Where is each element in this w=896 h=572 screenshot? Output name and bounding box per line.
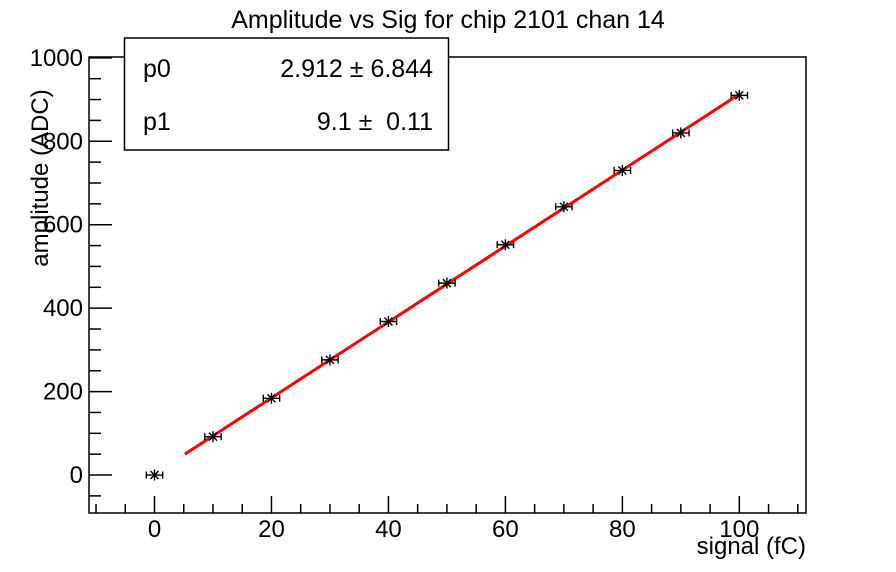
y-tick-label: 0 bbox=[70, 462, 83, 489]
x-tick-label: 60 bbox=[492, 516, 519, 543]
y-tick-label: 200 bbox=[43, 379, 83, 406]
stats-box: p0 2.912 ± 6.844 p1 9.1 ± 0.11 bbox=[123, 37, 450, 151]
y-axis-title: amplitude (ADC) bbox=[27, 89, 54, 266]
y-tick-label: 400 bbox=[43, 295, 83, 322]
stats-box-frame bbox=[123, 37, 450, 151]
x-tick-label: 80 bbox=[609, 516, 636, 543]
marker-asterisk-diag2 bbox=[325, 355, 335, 365]
marker-asterisk-diag2 bbox=[442, 278, 452, 288]
marker-asterisk-diag2 bbox=[150, 470, 159, 480]
marker-asterisk-diag2 bbox=[500, 240, 510, 250]
x-tick-label: 0 bbox=[148, 516, 161, 543]
marker-asterisk-diag2 bbox=[617, 165, 627, 175]
marker-asterisk-diag2 bbox=[383, 317, 393, 327]
marker-asterisk-diag2 bbox=[266, 393, 276, 403]
stats-param-p0: p0 bbox=[143, 55, 171, 83]
y-tick-label: 1000 bbox=[30, 45, 83, 72]
marker-asterisk-diag2 bbox=[734, 90, 744, 100]
stats-value-p1: 9.1 ± 0.11 bbox=[317, 108, 433, 136]
stats-value-p0: 2.912 ± 6.844 bbox=[280, 55, 433, 83]
fit-line bbox=[184, 92, 741, 456]
marker-asterisk-diag2 bbox=[559, 202, 569, 212]
chart-title: Amplitude vs Sig for chip 2101 chan 14 bbox=[231, 6, 665, 34]
x-tick-label: 40 bbox=[375, 516, 402, 543]
x-tick-label: 100 bbox=[719, 516, 759, 543]
y-tick-label: 600 bbox=[43, 212, 83, 239]
stats-param-p1: p1 bbox=[143, 108, 171, 136]
y-tick-label: 800 bbox=[43, 128, 83, 155]
x-axis-title: signal (fC) bbox=[697, 533, 806, 560]
marker-asterisk-diag2 bbox=[676, 128, 686, 138]
x-tick-label: 20 bbox=[258, 516, 285, 543]
marker-asterisk-diag2 bbox=[208, 432, 218, 442]
